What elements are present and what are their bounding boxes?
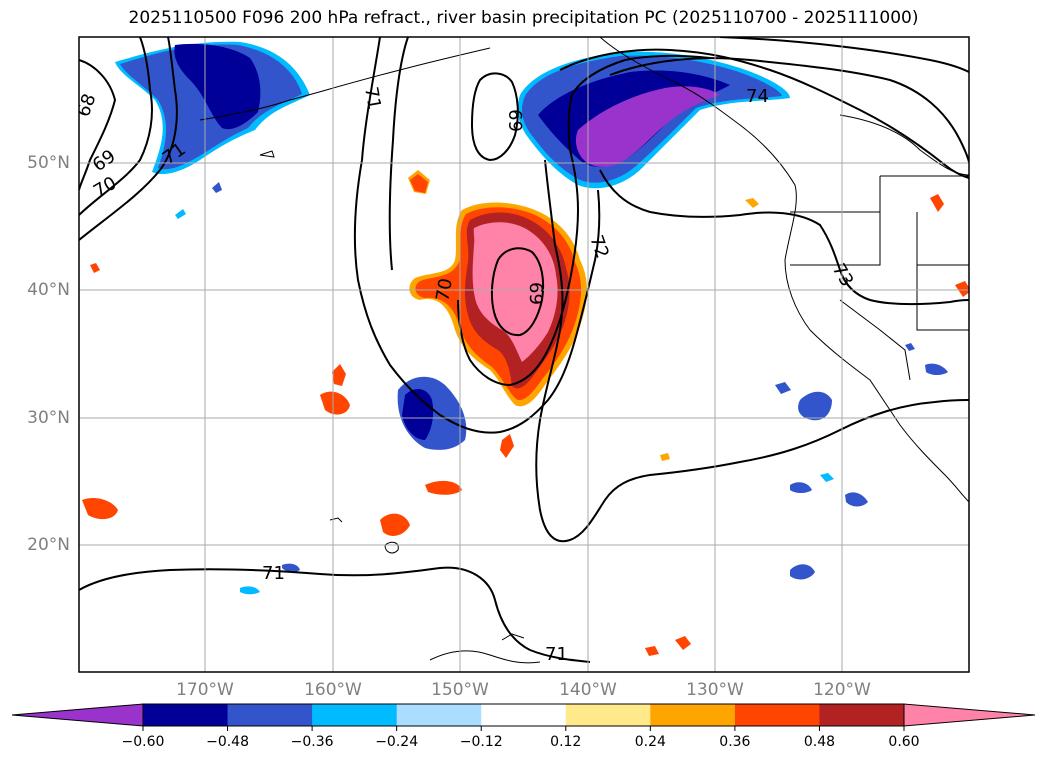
map-frame <box>78 36 970 673</box>
coastlines <box>199 37 969 664</box>
colorbar-cell <box>143 704 229 726</box>
lon-label: 160°W <box>304 680 362 700</box>
lat-label: 50°N <box>27 153 70 173</box>
colorbar <box>11 703 1036 731</box>
contour-label: 71 <box>360 85 385 111</box>
contour-label: 71 <box>545 644 568 665</box>
colorbar-extend-min <box>11 703 144 727</box>
colorbar-tick-label: −0.48 <box>206 734 249 750</box>
lon-label: 130°W <box>686 680 744 700</box>
colorbar-cell <box>565 704 651 726</box>
colorbar-extend-max <box>903 703 1036 727</box>
lat-label: 20°N <box>27 535 70 555</box>
colorbar-cell <box>396 704 482 726</box>
lat-label: 30°N <box>27 408 70 428</box>
precipitation-shading <box>82 41 969 656</box>
lon-label: 120°W <box>813 680 871 700</box>
colorbar-tick-label: −0.36 <box>290 734 334 750</box>
contour-label: 69 <box>525 282 546 305</box>
refractivity-contours <box>79 37 969 663</box>
colorbar-tick-label: −0.60 <box>121 734 165 750</box>
lat-label: 40°N <box>27 280 70 300</box>
colorbar-cell <box>734 704 820 726</box>
colorbar-tick-label: 0.48 <box>803 734 836 750</box>
colorbar-cell <box>819 704 905 726</box>
colorbar-tick-label: 0.24 <box>634 734 666 750</box>
lon-label: 140°W <box>559 680 617 700</box>
colorbar-cell <box>312 704 398 726</box>
colorbar-tick-label: −0.24 <box>375 734 419 750</box>
colorbar-tick-label: 0.12 <box>550 734 582 750</box>
colorbar-tick-label: −0.12 <box>459 734 503 750</box>
colorbar-tick-label: 0.60 <box>888 734 920 750</box>
colorbar-tick-label: 0.36 <box>719 734 751 750</box>
lon-label: 170°W <box>176 680 234 700</box>
contour-label: 70 <box>432 277 457 303</box>
contour-label: 68 <box>73 91 101 120</box>
contour-label: 71 <box>262 563 285 584</box>
map-title: 2025110500 F096 200 hPa refract., river … <box>128 8 919 28</box>
colorbar-cell <box>481 704 567 726</box>
colorbar-cell <box>227 704 313 726</box>
map-plot-area: 68 69 70 71 71 69 72 74 73 70 69 71 71 <box>73 37 969 672</box>
contour-label: 69 <box>506 109 527 132</box>
lon-label: 150°W <box>431 680 489 700</box>
colorbar-cell <box>650 704 736 726</box>
contour-label: 74 <box>746 86 769 107</box>
graticule <box>79 37 969 672</box>
